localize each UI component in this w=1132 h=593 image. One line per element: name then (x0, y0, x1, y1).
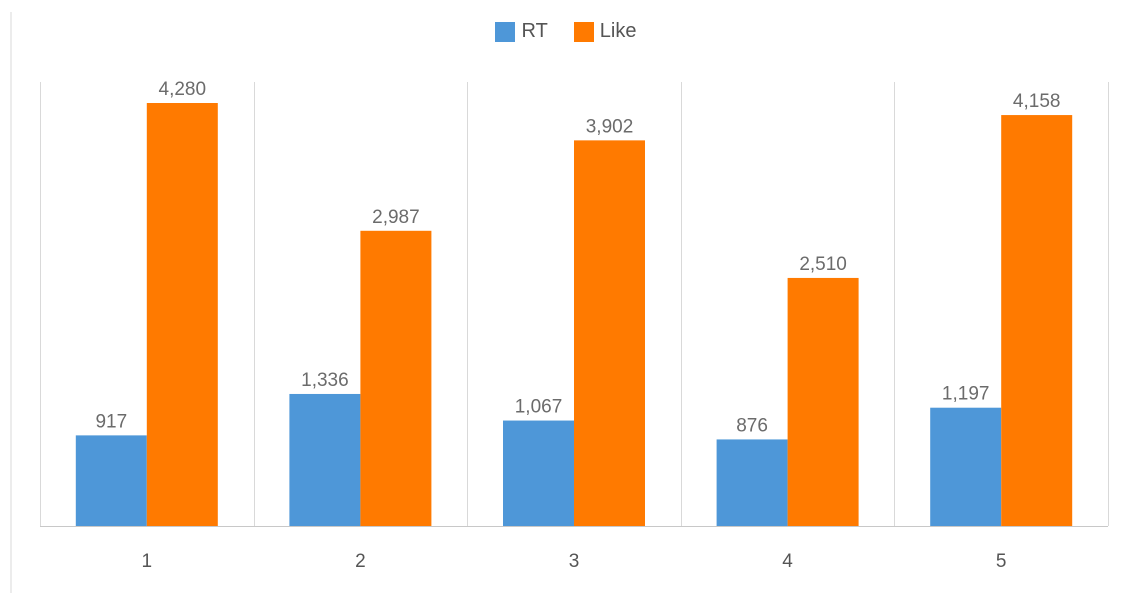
data-label-rt-5: 1,197 (942, 384, 990, 405)
x-tick-label-1: 1 (142, 551, 153, 572)
legend-swatch-rt (495, 21, 516, 42)
data-label-like-5: 4,158 (1013, 91, 1061, 112)
legend-swatch-like (573, 21, 594, 42)
bar-rt-4 (716, 439, 788, 526)
data-label-rt-1: 917 (95, 411, 127, 432)
data-label-rt-3: 1,067 (515, 397, 563, 418)
legend-label-like: Like (599, 20, 637, 42)
data-label-rt-2: 1,336 (301, 370, 349, 391)
data-label-like-4: 2,510 (799, 254, 847, 275)
data-label-like-2: 2,987 (372, 207, 420, 228)
legend-item-like: Like (573, 20, 637, 43)
bar-like-4 (787, 277, 859, 526)
legend-item-rt: RT (495, 20, 548, 43)
bar-like-2 (360, 230, 432, 526)
bar-like-3 (574, 140, 645, 526)
bar-rt-5 (930, 407, 1002, 526)
x-tick-label-5: 5 (996, 551, 1007, 572)
data-label-like-3: 3,902 (586, 116, 634, 137)
x-tick-label-3: 3 (569, 551, 580, 572)
chart-legend: RT Like (0, 20, 1132, 43)
bar-like-5 (1001, 115, 1073, 527)
legend-label-rt: RT (521, 20, 548, 42)
bar-rt-1 (75, 435, 147, 526)
x-tick-label-4: 4 (782, 551, 793, 572)
x-tick-label-2: 2 (355, 551, 366, 572)
bar-rt-3 (503, 420, 574, 526)
data-label-rt-4: 876 (736, 415, 768, 436)
bar-like-1 (146, 103, 218, 526)
bar-rt-2 (289, 393, 361, 526)
data-label-like-1: 4,280 (159, 79, 207, 100)
